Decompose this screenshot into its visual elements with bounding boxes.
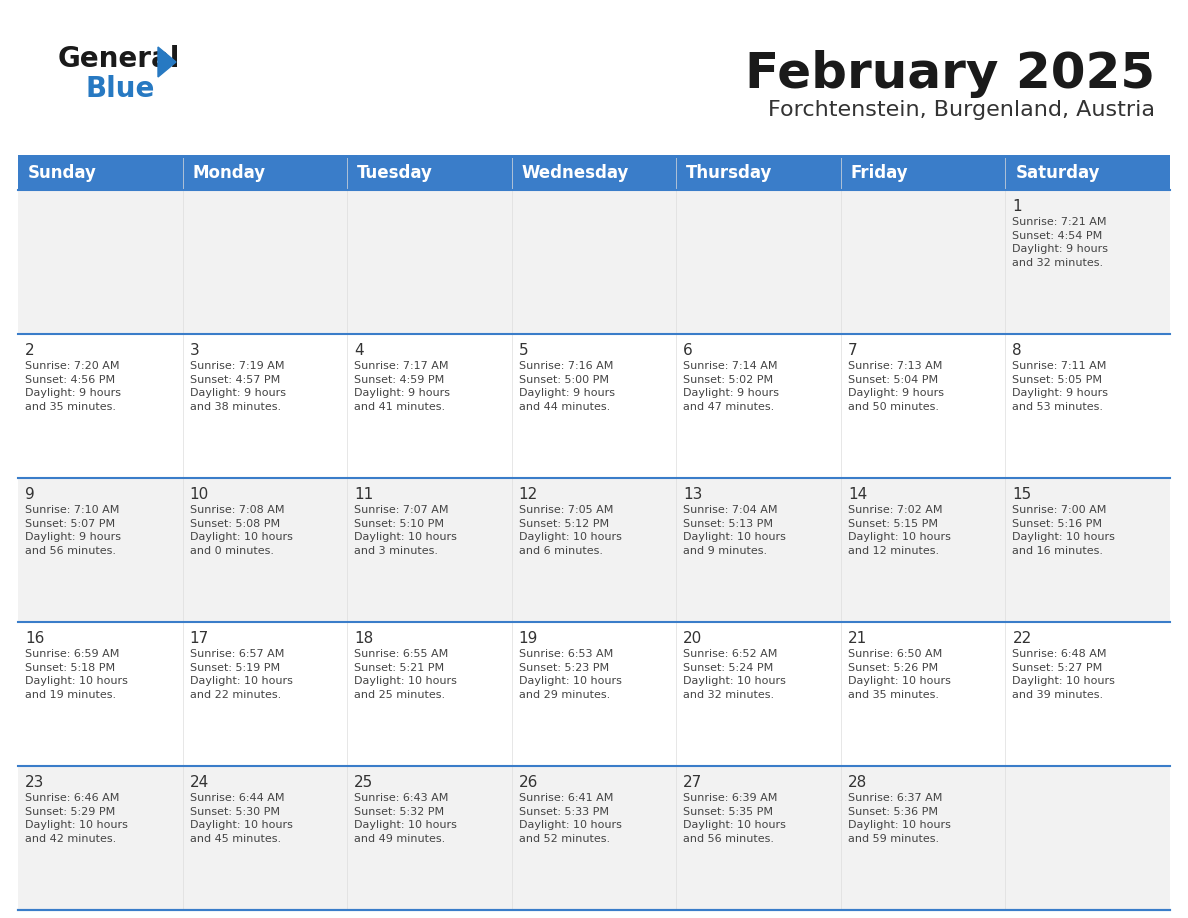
Text: 18: 18 <box>354 631 373 646</box>
Text: 8: 8 <box>1012 343 1022 358</box>
Text: Friday: Friday <box>851 163 909 182</box>
Text: Sunrise: 6:46 AM
Sunset: 5:29 PM
Daylight: 10 hours
and 42 minutes.: Sunrise: 6:46 AM Sunset: 5:29 PM Dayligh… <box>25 793 128 844</box>
Text: Forchtenstein, Burgenland, Austria: Forchtenstein, Burgenland, Austria <box>767 100 1155 120</box>
Text: Sunrise: 6:41 AM
Sunset: 5:33 PM
Daylight: 10 hours
and 52 minutes.: Sunrise: 6:41 AM Sunset: 5:33 PM Dayligh… <box>519 793 621 844</box>
Bar <box>18 766 1170 910</box>
Text: Sunrise: 6:43 AM
Sunset: 5:32 PM
Daylight: 10 hours
and 49 minutes.: Sunrise: 6:43 AM Sunset: 5:32 PM Dayligh… <box>354 793 457 844</box>
Text: Sunrise: 7:11 AM
Sunset: 5:05 PM
Daylight: 9 hours
and 53 minutes.: Sunrise: 7:11 AM Sunset: 5:05 PM Dayligh… <box>1012 361 1108 412</box>
Text: Tuesday: Tuesday <box>358 163 432 182</box>
Text: Sunrise: 6:52 AM
Sunset: 5:24 PM
Daylight: 10 hours
and 32 minutes.: Sunrise: 6:52 AM Sunset: 5:24 PM Dayligh… <box>683 649 786 700</box>
Text: Sunrise: 7:07 AM
Sunset: 5:10 PM
Daylight: 10 hours
and 3 minutes.: Sunrise: 7:07 AM Sunset: 5:10 PM Dayligh… <box>354 505 457 555</box>
Text: Sunrise: 7:04 AM
Sunset: 5:13 PM
Daylight: 10 hours
and 9 minutes.: Sunrise: 7:04 AM Sunset: 5:13 PM Dayligh… <box>683 505 786 555</box>
Text: 17: 17 <box>190 631 209 646</box>
Text: Sunrise: 7:14 AM
Sunset: 5:02 PM
Daylight: 9 hours
and 47 minutes.: Sunrise: 7:14 AM Sunset: 5:02 PM Dayligh… <box>683 361 779 412</box>
Text: 6: 6 <box>683 343 693 358</box>
Text: Sunrise: 6:59 AM
Sunset: 5:18 PM
Daylight: 10 hours
and 19 minutes.: Sunrise: 6:59 AM Sunset: 5:18 PM Dayligh… <box>25 649 128 700</box>
Text: 28: 28 <box>848 775 867 790</box>
Text: 15: 15 <box>1012 487 1031 502</box>
Text: General: General <box>58 45 181 73</box>
Text: 22: 22 <box>1012 631 1031 646</box>
Text: 10: 10 <box>190 487 209 502</box>
Text: Sunday: Sunday <box>29 163 97 182</box>
Text: 12: 12 <box>519 487 538 502</box>
Text: 24: 24 <box>190 775 209 790</box>
Text: Sunrise: 6:55 AM
Sunset: 5:21 PM
Daylight: 10 hours
and 25 minutes.: Sunrise: 6:55 AM Sunset: 5:21 PM Dayligh… <box>354 649 457 700</box>
Text: Sunrise: 6:39 AM
Sunset: 5:35 PM
Daylight: 10 hours
and 56 minutes.: Sunrise: 6:39 AM Sunset: 5:35 PM Dayligh… <box>683 793 786 844</box>
Text: 27: 27 <box>683 775 702 790</box>
Text: Sunrise: 7:17 AM
Sunset: 4:59 PM
Daylight: 9 hours
and 41 minutes.: Sunrise: 7:17 AM Sunset: 4:59 PM Dayligh… <box>354 361 450 412</box>
Text: Sunrise: 7:19 AM
Sunset: 4:57 PM
Daylight: 9 hours
and 38 minutes.: Sunrise: 7:19 AM Sunset: 4:57 PM Dayligh… <box>190 361 285 412</box>
Text: 13: 13 <box>683 487 702 502</box>
Text: 20: 20 <box>683 631 702 646</box>
Text: Sunrise: 7:13 AM
Sunset: 5:04 PM
Daylight: 9 hours
and 50 minutes.: Sunrise: 7:13 AM Sunset: 5:04 PM Dayligh… <box>848 361 943 412</box>
Text: Sunrise: 7:10 AM
Sunset: 5:07 PM
Daylight: 9 hours
and 56 minutes.: Sunrise: 7:10 AM Sunset: 5:07 PM Dayligh… <box>25 505 121 555</box>
Text: 5: 5 <box>519 343 529 358</box>
Text: 1: 1 <box>1012 199 1022 214</box>
Text: 25: 25 <box>354 775 373 790</box>
Text: Sunrise: 7:02 AM
Sunset: 5:15 PM
Daylight: 10 hours
and 12 minutes.: Sunrise: 7:02 AM Sunset: 5:15 PM Dayligh… <box>848 505 950 555</box>
Text: Sunrise: 7:21 AM
Sunset: 4:54 PM
Daylight: 9 hours
and 32 minutes.: Sunrise: 7:21 AM Sunset: 4:54 PM Dayligh… <box>1012 217 1108 268</box>
Text: Sunrise: 6:57 AM
Sunset: 5:19 PM
Daylight: 10 hours
and 22 minutes.: Sunrise: 6:57 AM Sunset: 5:19 PM Dayligh… <box>190 649 292 700</box>
Bar <box>18 478 1170 622</box>
Text: Sunrise: 6:50 AM
Sunset: 5:26 PM
Daylight: 10 hours
and 35 minutes.: Sunrise: 6:50 AM Sunset: 5:26 PM Dayligh… <box>848 649 950 700</box>
Text: Sunrise: 6:37 AM
Sunset: 5:36 PM
Daylight: 10 hours
and 59 minutes.: Sunrise: 6:37 AM Sunset: 5:36 PM Dayligh… <box>848 793 950 844</box>
Text: Blue: Blue <box>86 75 156 103</box>
Text: Saturday: Saturday <box>1016 163 1100 182</box>
Text: February 2025: February 2025 <box>745 50 1155 98</box>
Text: Sunrise: 7:20 AM
Sunset: 4:56 PM
Daylight: 9 hours
and 35 minutes.: Sunrise: 7:20 AM Sunset: 4:56 PM Dayligh… <box>25 361 121 412</box>
Text: Thursday: Thursday <box>687 163 772 182</box>
Text: 26: 26 <box>519 775 538 790</box>
Text: 16: 16 <box>25 631 44 646</box>
Text: Sunrise: 7:08 AM
Sunset: 5:08 PM
Daylight: 10 hours
and 0 minutes.: Sunrise: 7:08 AM Sunset: 5:08 PM Dayligh… <box>190 505 292 555</box>
Text: Sunrise: 7:05 AM
Sunset: 5:12 PM
Daylight: 10 hours
and 6 minutes.: Sunrise: 7:05 AM Sunset: 5:12 PM Dayligh… <box>519 505 621 555</box>
Text: Sunrise: 6:48 AM
Sunset: 5:27 PM
Daylight: 10 hours
and 39 minutes.: Sunrise: 6:48 AM Sunset: 5:27 PM Dayligh… <box>1012 649 1116 700</box>
Text: 11: 11 <box>354 487 373 502</box>
Text: Monday: Monday <box>192 163 266 182</box>
Bar <box>18 155 1170 190</box>
Text: 19: 19 <box>519 631 538 646</box>
Bar <box>18 334 1170 478</box>
Text: 4: 4 <box>354 343 364 358</box>
Text: 21: 21 <box>848 631 867 646</box>
Text: 9: 9 <box>25 487 34 502</box>
Bar <box>18 155 1170 158</box>
Text: 7: 7 <box>848 343 858 358</box>
Text: 23: 23 <box>25 775 44 790</box>
Polygon shape <box>158 47 176 77</box>
Text: 14: 14 <box>848 487 867 502</box>
Bar <box>18 622 1170 766</box>
Text: 2: 2 <box>25 343 34 358</box>
Bar <box>18 190 1170 334</box>
Text: Sunrise: 6:44 AM
Sunset: 5:30 PM
Daylight: 10 hours
and 45 minutes.: Sunrise: 6:44 AM Sunset: 5:30 PM Dayligh… <box>190 793 292 844</box>
Text: Sunrise: 6:53 AM
Sunset: 5:23 PM
Daylight: 10 hours
and 29 minutes.: Sunrise: 6:53 AM Sunset: 5:23 PM Dayligh… <box>519 649 621 700</box>
Text: Wednesday: Wednesday <box>522 163 630 182</box>
Text: Sunrise: 7:00 AM
Sunset: 5:16 PM
Daylight: 10 hours
and 16 minutes.: Sunrise: 7:00 AM Sunset: 5:16 PM Dayligh… <box>1012 505 1116 555</box>
Text: Sunrise: 7:16 AM
Sunset: 5:00 PM
Daylight: 9 hours
and 44 minutes.: Sunrise: 7:16 AM Sunset: 5:00 PM Dayligh… <box>519 361 614 412</box>
Text: 3: 3 <box>190 343 200 358</box>
